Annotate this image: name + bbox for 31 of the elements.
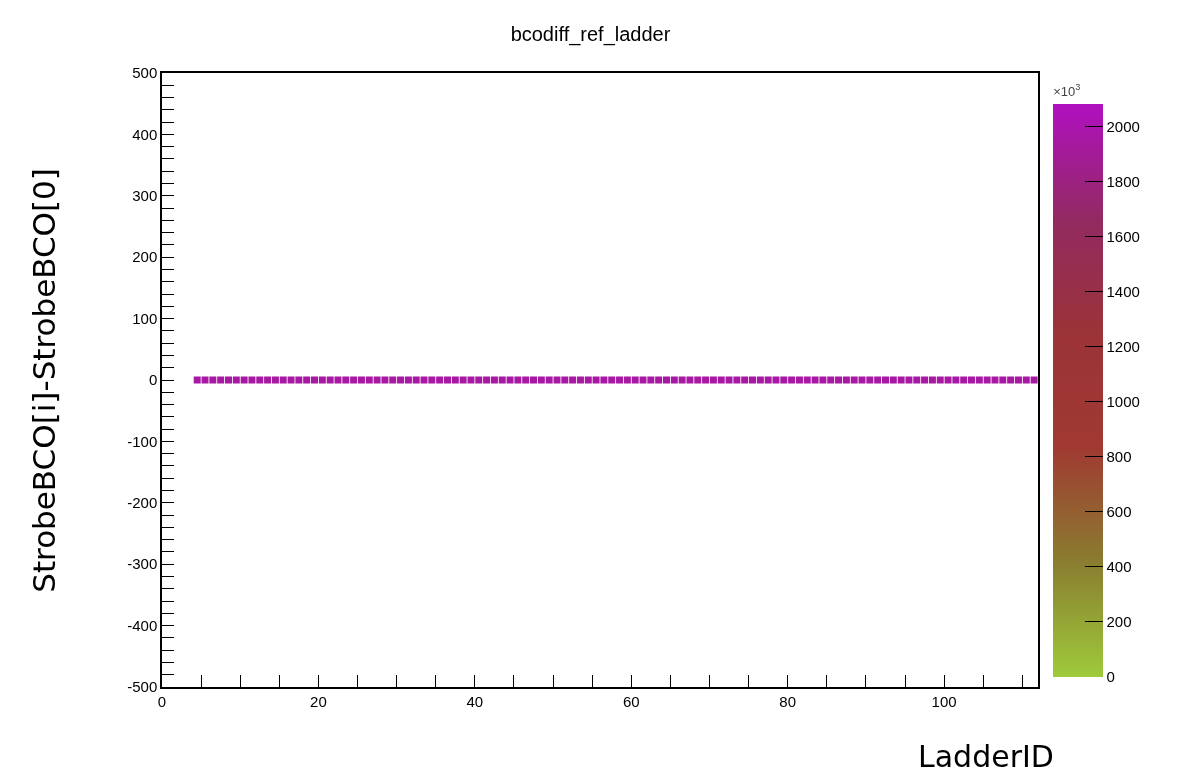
color-bar-label: 400 [1106,558,1132,576]
x-tick-label: 20 [310,692,327,710]
color-bar-title: ×10$^{3}$ [1053,82,1081,99]
chart-title: bcodiff_ref_ladder [510,23,671,47]
y-tick-label: 0 [148,371,158,389]
color-bar-label: 1000 [1106,392,1140,410]
color-bar-label: 200 [1106,613,1132,631]
color-bar-label: 1200 [1106,337,1140,355]
color-bar-label: 800 [1106,448,1132,466]
y-tick-label: 100 [132,309,158,327]
y-tick-label: 400 [132,125,158,143]
y-tick-label: 300 [132,187,158,205]
x-tick-label: 80 [779,692,797,710]
y-tick-label: -200 [127,494,158,512]
y-tick-label: -100 [127,432,158,450]
color-bar-label: 1400 [1106,282,1140,300]
x-axis-title: LadderID [918,739,1054,774]
color-bar-label: 600 [1106,503,1132,521]
x-tick-label: 100 [931,692,957,710]
y-tick-label: 200 [132,248,158,266]
x-tick-label: 60 [622,692,640,710]
y-tick-label: -400 [127,616,158,634]
y-tick-label: -300 [127,555,158,573]
color-bar-label: 1600 [1106,227,1140,245]
x-tick-label: 40 [466,692,484,710]
color-bar-label: 2000 [1106,117,1140,135]
y-axis-title: StrobeBCO[i]-StrobeBCO[0] [25,168,62,593]
y-tick-label: 500 [132,64,158,82]
y-tick-label: -500 [127,678,158,696]
color-bar-label: 0 [1106,668,1115,686]
color-bar-label: 1800 [1106,172,1140,190]
